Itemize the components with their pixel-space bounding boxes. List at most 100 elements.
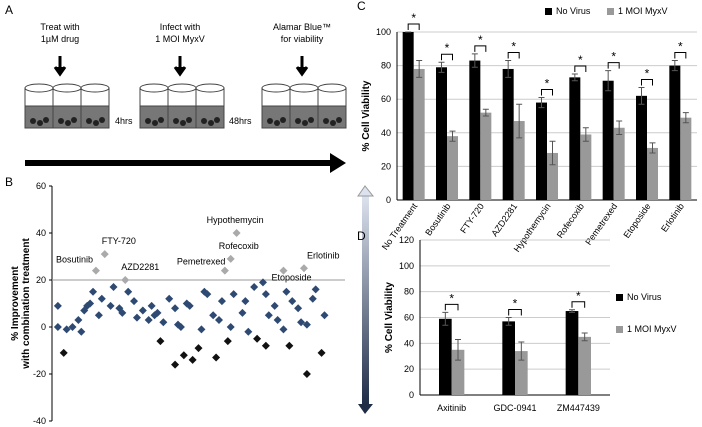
significance-bracket bbox=[541, 89, 553, 96]
y-tick-label: 80 bbox=[381, 61, 391, 71]
x-tick-label: FTY-720 bbox=[458, 201, 486, 235]
point-label: Rofecoxib bbox=[219, 241, 259, 251]
point bbox=[302, 370, 311, 378]
point bbox=[53, 301, 62, 310]
point bbox=[279, 325, 288, 334]
significance-bracket bbox=[574, 65, 587, 72]
interval: 4hrs bbox=[115, 116, 133, 126]
step-text: for viability bbox=[281, 34, 324, 44]
y-tick-label: 60 bbox=[381, 94, 391, 104]
point bbox=[238, 308, 247, 317]
y-axis-label: % Cell Viability bbox=[384, 282, 395, 353]
point bbox=[100, 250, 109, 259]
point bbox=[89, 287, 98, 296]
diagram: A Treat with 1µM drug Infect with 1 MOI … bbox=[5, 3, 347, 173]
error-bar bbox=[449, 130, 456, 142]
point bbox=[288, 297, 297, 306]
point bbox=[77, 327, 86, 336]
interval: 48hrs bbox=[229, 116, 252, 126]
x-tick-label: GDC-0941 bbox=[493, 403, 536, 413]
significance: * bbox=[513, 297, 518, 311]
point bbox=[285, 341, 294, 350]
step-text: 1 MOI MyxV bbox=[155, 34, 205, 44]
bar bbox=[669, 65, 681, 200]
bar bbox=[547, 152, 558, 200]
bar bbox=[469, 60, 481, 201]
error-bar bbox=[471, 53, 478, 68]
bar bbox=[515, 351, 528, 395]
significance-bracket bbox=[507, 52, 520, 59]
significance: * bbox=[445, 41, 450, 55]
legend-label: 1 MOI MyxV bbox=[618, 6, 668, 16]
y-tick-label: -40 bbox=[33, 416, 46, 426]
point bbox=[176, 323, 185, 331]
bar bbox=[436, 67, 447, 200]
bar bbox=[402, 32, 414, 200]
legend-label: No Virus bbox=[556, 6, 591, 16]
point bbox=[297, 318, 306, 327]
x-tick-label: Erlotinib bbox=[659, 201, 686, 233]
x-tick-label: AZD2281 bbox=[489, 201, 519, 238]
bar bbox=[447, 136, 458, 200]
significance: * bbox=[478, 33, 483, 47]
point bbox=[124, 287, 133, 296]
bar bbox=[480, 112, 492, 200]
y-tick-label: 40 bbox=[36, 228, 46, 238]
point bbox=[241, 297, 250, 306]
bar bbox=[502, 321, 515, 395]
y-tick-label: 0 bbox=[386, 195, 391, 205]
point bbox=[279, 266, 288, 275]
point-label: Bosutinib bbox=[56, 255, 93, 265]
bar bbox=[565, 311, 579, 395]
error-bar bbox=[516, 103, 523, 139]
bar bbox=[578, 336, 591, 395]
significance-bracket bbox=[444, 303, 459, 311]
y-tick-label: 0 bbox=[41, 322, 46, 332]
point bbox=[261, 341, 270, 350]
point bbox=[250, 283, 259, 292]
legend-swatch bbox=[616, 294, 623, 301]
significance: * bbox=[449, 291, 454, 305]
point bbox=[270, 301, 279, 310]
x-tick-label: Etoposide bbox=[621, 201, 652, 240]
step-arrow bbox=[53, 56, 309, 77]
point bbox=[106, 301, 115, 310]
significance-bracket bbox=[508, 309, 522, 316]
x-tick-label: Axitinib bbox=[437, 403, 466, 413]
error-bar bbox=[616, 120, 623, 135]
y-tick-label: 60 bbox=[404, 313, 414, 323]
error-bar bbox=[682, 112, 689, 124]
point bbox=[294, 304, 303, 313]
spacer bbox=[357, 200, 361, 201]
significance: * bbox=[545, 77, 550, 91]
y-tick-label: 100 bbox=[399, 261, 414, 271]
x-tick-label: Hypothemycin bbox=[512, 201, 553, 253]
significance: * bbox=[576, 289, 581, 303]
point bbox=[203, 290, 212, 299]
point bbox=[109, 283, 118, 292]
point bbox=[223, 337, 232, 346]
step-text: 1µM drug bbox=[41, 34, 79, 44]
point bbox=[264, 311, 273, 320]
point-label: FTY-720 bbox=[102, 236, 136, 246]
point bbox=[97, 294, 106, 303]
point-label: Pemetrexed bbox=[177, 257, 226, 267]
significance-bracket bbox=[407, 23, 420, 30]
significance-bracket bbox=[571, 301, 586, 308]
point bbox=[171, 304, 180, 313]
significance: * bbox=[611, 50, 616, 64]
bar bbox=[580, 134, 592, 200]
point bbox=[229, 290, 238, 299]
error-bar bbox=[442, 311, 449, 326]
point bbox=[209, 311, 218, 320]
point bbox=[91, 266, 100, 275]
error-bar bbox=[538, 97, 545, 109]
point bbox=[226, 254, 235, 263]
legend-label: 1 MOI MyxV bbox=[627, 324, 677, 334]
significance: * bbox=[411, 11, 416, 25]
point bbox=[94, 311, 103, 320]
point bbox=[62, 325, 71, 334]
panel-label: D bbox=[357, 229, 366, 243]
step-text: Treat with bbox=[40, 22, 79, 32]
